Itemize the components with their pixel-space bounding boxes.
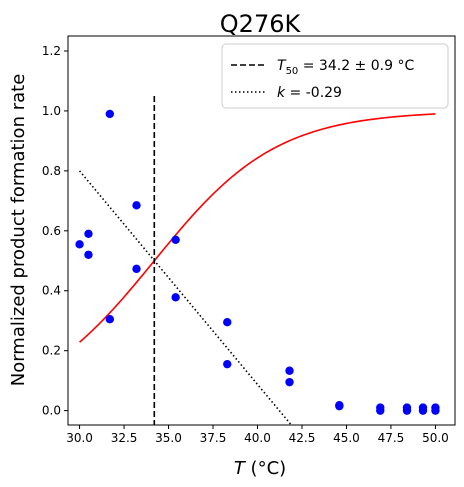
data-point <box>223 359 232 369</box>
data-point <box>402 406 412 415</box>
legend-k-symbol: k <box>277 85 286 101</box>
y-tick-label: 0.2 <box>42 344 61 358</box>
y-tick-label: 1.0 <box>42 104 61 118</box>
data-point <box>171 235 180 244</box>
data-point <box>285 366 294 375</box>
y-tick-label: 0.0 <box>42 404 61 418</box>
tick-layer: 30.0 32.5 35.0 37.5 40.0 42.5 45.0 47.5 50.0 0.0 0… <box>42 44 449 445</box>
point-layer <box>75 109 440 415</box>
y-axis-label: Normalized product formation rate <box>8 74 29 387</box>
plot-frame <box>67 35 456 426</box>
y-tick-label: 1.2 <box>42 44 61 58</box>
x-tick-label: 47.5 <box>378 431 405 445</box>
legend-t50-symbol: T <box>277 58 287 74</box>
x-tick-label: 42.5 <box>289 431 316 445</box>
data-point <box>84 250 93 259</box>
data-point <box>105 315 115 324</box>
x-axis-label: T (°C) <box>234 458 286 479</box>
x-tick-label: 35.0 <box>155 431 182 445</box>
data-point <box>84 229 93 238</box>
legend-t50-subscript: 50 <box>286 66 299 77</box>
data-point <box>285 377 294 387</box>
line-layer <box>78 95 436 426</box>
data-point <box>376 406 385 415</box>
data-point <box>132 201 141 210</box>
y-tick-label: 0.6 <box>42 224 61 238</box>
chart-title: Q276K <box>220 10 302 38</box>
legend-k-value: = -0.29 <box>285 85 342 101</box>
slope-line <box>78 170 292 426</box>
data-point <box>335 401 344 411</box>
data-point <box>75 240 84 249</box>
y-tick-label: 0.8 <box>42 164 61 178</box>
data-point <box>171 293 180 302</box>
data-point <box>431 406 440 415</box>
x-tick-label: 50.0 <box>422 431 449 445</box>
x-tick-label: 37.5 <box>200 431 227 445</box>
fit-curve <box>79 113 436 343</box>
data-point <box>132 264 141 274</box>
x-axis-label-unit: (°C) <box>245 458 286 479</box>
data-point <box>105 109 115 119</box>
legend-t50-value: = 34.2 ± 0.9 °C <box>298 58 414 74</box>
x-tick-label: 30.0 <box>66 431 93 445</box>
y-tick-label: 0.4 <box>42 284 61 298</box>
data-point <box>418 406 428 415</box>
data-point <box>223 318 232 327</box>
legend-box <box>221 43 449 109</box>
legend-label-k: k = -0.29 <box>277 85 342 101</box>
x-axis-label-symbol: T <box>234 458 247 479</box>
x-tick-label: 45.0 <box>333 431 360 445</box>
legend-label-t50: T50 = 34.2 ± 0.9 °C <box>277 58 414 77</box>
x-tick-label: 40.0 <box>244 431 271 445</box>
legend: T50 = 34.2 ± 0.9 °C k = -0.29 <box>221 43 449 109</box>
x-tick-label: 32.5 <box>111 431 138 445</box>
